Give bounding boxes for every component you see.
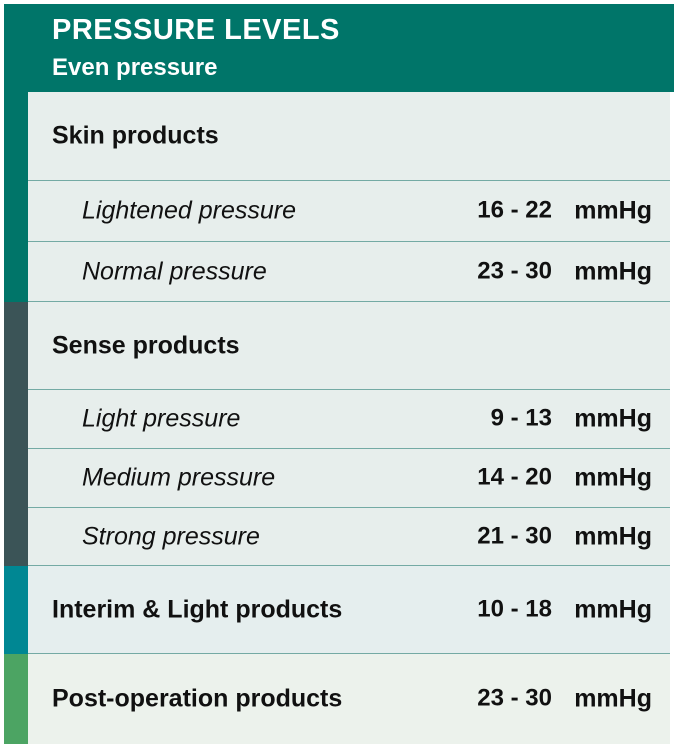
postop-products-row: Post-operation products 23 - 30 mmHg bbox=[28, 654, 670, 744]
row-range: 23 - 30 bbox=[477, 256, 552, 284]
row-unit: mmHg bbox=[574, 595, 652, 623]
skin-products-heading: Skin products bbox=[52, 121, 219, 150]
postop-accent-strip bbox=[4, 654, 28, 744]
sense-products-heading-row: Sense products bbox=[28, 302, 670, 390]
row-unit: mmHg bbox=[574, 684, 652, 713]
table-row: Lightened pressure 16 - 22 mmHg bbox=[28, 181, 670, 242]
page-title: PRESSURE LEVELS bbox=[52, 14, 340, 46]
row-range: 14 - 20 bbox=[477, 463, 552, 491]
table-row: Normal pressure 23 - 30 mmHg bbox=[28, 242, 670, 302]
row-unit: mmHg bbox=[574, 522, 652, 550]
row-range: 21 - 30 bbox=[477, 521, 552, 549]
row-label: Light pressure bbox=[82, 404, 241, 433]
row-label: Lightened pressure bbox=[82, 196, 297, 225]
row-label: Strong pressure bbox=[82, 522, 260, 550]
skin-accent-strip bbox=[4, 4, 28, 302]
table-row: Medium pressure 14 - 20 mmHg bbox=[28, 449, 670, 508]
interim-products-row: Interim & Light products 10 - 18 mmHg bbox=[28, 566, 670, 654]
row-label: Medium pressure bbox=[82, 463, 276, 492]
row-label: Normal pressure bbox=[82, 257, 267, 285]
row-range: 10 - 18 bbox=[477, 594, 552, 622]
interim-accent-strip bbox=[4, 566, 28, 654]
skin-products-heading-row: Skin products bbox=[28, 92, 670, 181]
sense-accent-strip bbox=[4, 302, 28, 566]
row-label: Post-operation products bbox=[52, 684, 343, 713]
row-unit: mmHg bbox=[574, 257, 652, 285]
sense-products-heading: Sense products bbox=[52, 331, 240, 359]
row-unit: mmHg bbox=[574, 463, 652, 492]
row-unit: mmHg bbox=[574, 404, 652, 433]
pressure-levels-card: PRESSURE LEVELS Even pressure Skin produ… bbox=[4, 4, 674, 744]
table-row: Light pressure 9 - 13 mmHg bbox=[28, 390, 670, 449]
row-range: 23 - 30 bbox=[477, 684, 552, 712]
row-label: Interim & Light products bbox=[52, 595, 343, 623]
table-row: Strong pressure 21 - 30 mmHg bbox=[28, 508, 670, 566]
row-unit: mmHg bbox=[574, 196, 652, 225]
page-subtitle: Even pressure bbox=[52, 54, 218, 81]
header: PRESSURE LEVELS Even pressure bbox=[4, 4, 674, 92]
row-range: 16 - 22 bbox=[477, 196, 552, 224]
row-range: 9 - 13 bbox=[490, 404, 552, 432]
